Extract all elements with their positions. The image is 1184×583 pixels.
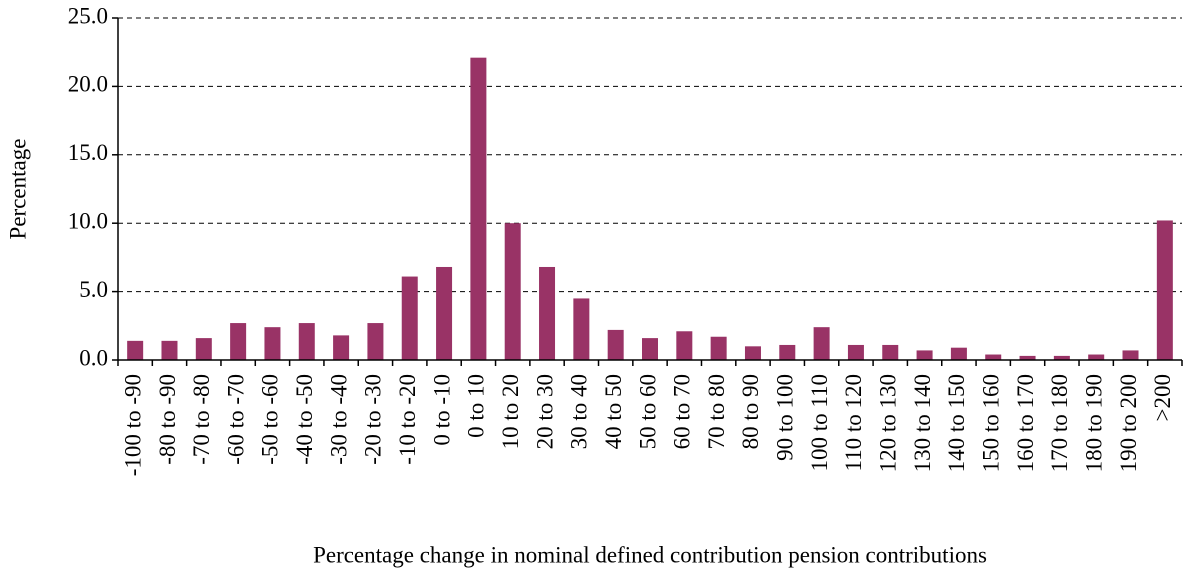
bar bbox=[1019, 355, 1036, 360]
x-tick-label: 10 to 20 bbox=[498, 374, 523, 449]
bar bbox=[1088, 354, 1105, 360]
x-tick-label: 0 to -10 bbox=[429, 374, 454, 446]
bar bbox=[607, 329, 624, 360]
x-tick-label: 60 to 70 bbox=[670, 374, 695, 449]
x-tick-label: 120 to 130 bbox=[876, 374, 901, 472]
bar bbox=[916, 350, 933, 360]
x-tick-label: 140 to 150 bbox=[944, 374, 969, 472]
bar bbox=[401, 276, 418, 360]
x-tick-label: 160 to 170 bbox=[1013, 374, 1038, 472]
x-tick-label: -80 to -90 bbox=[155, 374, 180, 465]
x-tick-label: 170 to 180 bbox=[1047, 374, 1072, 472]
bar bbox=[230, 323, 247, 360]
bar bbox=[985, 354, 1002, 360]
bar bbox=[195, 338, 212, 360]
bar bbox=[676, 331, 693, 360]
bar bbox=[744, 346, 761, 360]
y-tick-label: 25.0 bbox=[68, 3, 108, 28]
bar bbox=[882, 344, 899, 360]
x-tick-label: 150 to 160 bbox=[979, 374, 1004, 472]
x-tick-label: -20 to -30 bbox=[361, 374, 386, 465]
x-tick-label: 30 to 40 bbox=[567, 374, 592, 449]
x-tick-label: 50 to 60 bbox=[635, 374, 660, 449]
bar bbox=[436, 266, 453, 360]
x-tick-label: 40 to 50 bbox=[601, 374, 626, 449]
y-tick-label: 5.0 bbox=[79, 277, 108, 302]
bar bbox=[264, 327, 281, 360]
y-tick-label: 10.0 bbox=[68, 208, 108, 233]
x-tick-label: 190 to 200 bbox=[1116, 374, 1141, 472]
x-tick-label: -50 to -60 bbox=[258, 374, 283, 465]
bar bbox=[127, 340, 144, 360]
bar bbox=[847, 344, 864, 360]
x-tick-label: -30 to -40 bbox=[326, 374, 351, 465]
x-tick-label: -70 to -80 bbox=[189, 374, 214, 465]
x-tick-label: 70 to 80 bbox=[704, 374, 729, 449]
x-tick-label: 110 to 120 bbox=[841, 374, 866, 472]
bar bbox=[813, 327, 830, 360]
bar bbox=[950, 347, 967, 360]
x-axis-title: Percentage change in nominal defined con… bbox=[313, 542, 987, 567]
x-tick-label: >200 bbox=[1150, 374, 1175, 421]
x-tick-label: 20 to 30 bbox=[532, 374, 557, 449]
y-tick-label: 15.0 bbox=[68, 140, 108, 165]
bar bbox=[161, 340, 178, 360]
bar bbox=[504, 223, 521, 360]
x-tick-label: 100 to 110 bbox=[807, 374, 832, 472]
y-axis-title: Percentage bbox=[5, 139, 30, 240]
x-tick-label: 80 to 90 bbox=[738, 374, 763, 449]
bar bbox=[1122, 350, 1139, 360]
bar bbox=[333, 335, 350, 360]
bar bbox=[539, 266, 556, 360]
y-tick-label: 0.0 bbox=[79, 345, 108, 370]
bar bbox=[298, 323, 315, 360]
x-tick-label: -60 to -70 bbox=[223, 374, 248, 465]
bar bbox=[1053, 355, 1070, 360]
bar bbox=[642, 338, 658, 360]
x-tick-label: -100 to -90 bbox=[120, 374, 145, 476]
y-tick-label: 20.0 bbox=[68, 72, 108, 97]
x-tick-label: 180 to 190 bbox=[1081, 374, 1106, 472]
x-tick-label: -40 to -50 bbox=[292, 374, 317, 465]
bar bbox=[1156, 220, 1173, 360]
bar bbox=[367, 323, 384, 360]
x-tick-label: -10 to -20 bbox=[395, 374, 420, 465]
bar bbox=[573, 298, 590, 360]
bar bbox=[710, 336, 727, 360]
x-tick-label: 90 to 100 bbox=[773, 374, 798, 461]
x-tick-label: 130 to 140 bbox=[910, 374, 935, 472]
bar bbox=[779, 344, 796, 360]
bar bbox=[470, 57, 487, 361]
x-tick-label: 0 to 10 bbox=[464, 374, 489, 438]
